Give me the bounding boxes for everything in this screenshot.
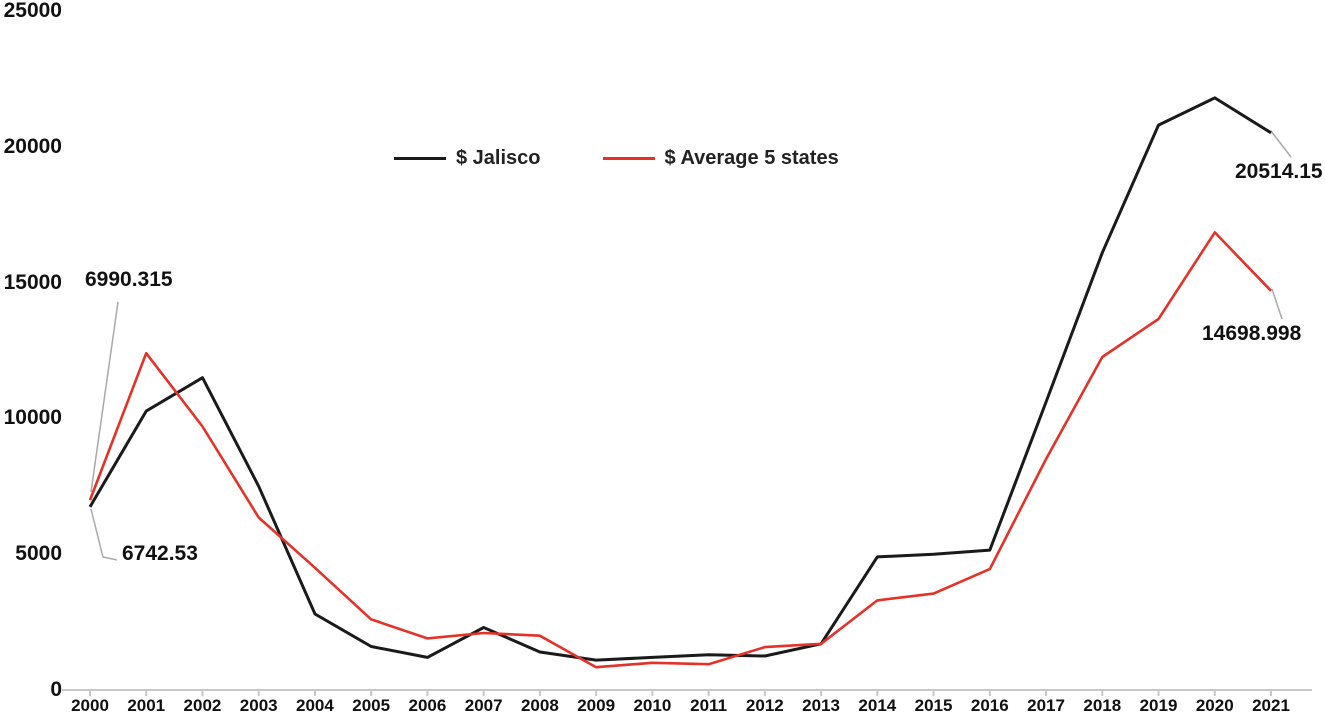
y-axis-tick-label: 10000 bbox=[3, 406, 62, 430]
x-axis-tick-label: 2004 bbox=[296, 696, 334, 715]
annotation-leader-line bbox=[1270, 130, 1292, 158]
x-axis-tick-label: 2000 bbox=[71, 696, 109, 715]
x-axis-tick-label: 2007 bbox=[464, 696, 503, 715]
y-axis-tick-label: 15000 bbox=[3, 270, 62, 294]
x-axis-tick-label: 2012 bbox=[745, 696, 784, 715]
y-axis-tick-label: 20000 bbox=[3, 134, 62, 158]
jalisco-line bbox=[88, 96, 1272, 662]
x-axis-tick-label: 2001 bbox=[127, 696, 166, 715]
y-axis-tick-label: 25000 bbox=[3, 0, 62, 22]
x-axis-tick-label: 2013 bbox=[802, 696, 840, 715]
x-axis-tick-label: 2003 bbox=[239, 696, 278, 715]
annotation-value: 20514.15 bbox=[1235, 160, 1323, 183]
legend-label-average-5-states: $ Average 5 states bbox=[664, 147, 839, 169]
x-axis-tick-label: 2009 bbox=[577, 696, 616, 715]
jalisco-line-swatch bbox=[394, 157, 446, 160]
annotation-value: 6742.53 bbox=[122, 542, 198, 565]
x-axis-ticks bbox=[89, 690, 1272, 696]
x-axis-tick-label: 2010 bbox=[633, 696, 672, 715]
y-axis-tick-label: 5000 bbox=[15, 542, 62, 566]
average-5-states-line bbox=[88, 231, 1272, 669]
x-axis-tick-label: 2011 bbox=[690, 696, 728, 715]
x-axis-tick-label: 2016 bbox=[970, 696, 1009, 715]
annotation-value: 6990.315 bbox=[85, 268, 173, 291]
x-axis-tick-label: 2020 bbox=[1195, 696, 1234, 715]
x-axis-tick-label: 2006 bbox=[408, 696, 447, 715]
x-axis-tick-label: 2018 bbox=[1083, 696, 1122, 715]
legend-label-jalisco: $ Jalisco bbox=[456, 147, 541, 169]
y-axis-tick-label: 0 bbox=[50, 678, 62, 701]
legend-item-jalisco: $ Jalisco bbox=[394, 147, 541, 170]
x-axis-tick-label: 2014 bbox=[858, 696, 897, 715]
x-axis-tick-label: 2008 bbox=[520, 696, 559, 715]
annotation-leader-line bbox=[90, 301, 119, 493]
legend-item-average-5-states: $ Average 5 states bbox=[602, 147, 839, 170]
x-axis-tick-label: 2015 bbox=[914, 696, 953, 715]
annotation-value: 14698.998 bbox=[1202, 322, 1302, 345]
annotation-leader-lines bbox=[90, 130, 1292, 561]
x-axis-tick-label: 2017 bbox=[1027, 696, 1065, 715]
x-axis-tick-label: 2005 bbox=[352, 696, 391, 715]
x-axis-tick-label: 2019 bbox=[1139, 696, 1178, 715]
average-line-swatch bbox=[602, 157, 655, 160]
x-axis-tick-label: 2002 bbox=[183, 696, 222, 715]
annotation-leader-line bbox=[90, 508, 118, 561]
annotation-leader-line bbox=[1271, 288, 1283, 320]
legend: $ Jalisco $ Average 5 states bbox=[394, 147, 839, 170]
x-axis-tick-label: 2021 bbox=[1252, 696, 1290, 715]
